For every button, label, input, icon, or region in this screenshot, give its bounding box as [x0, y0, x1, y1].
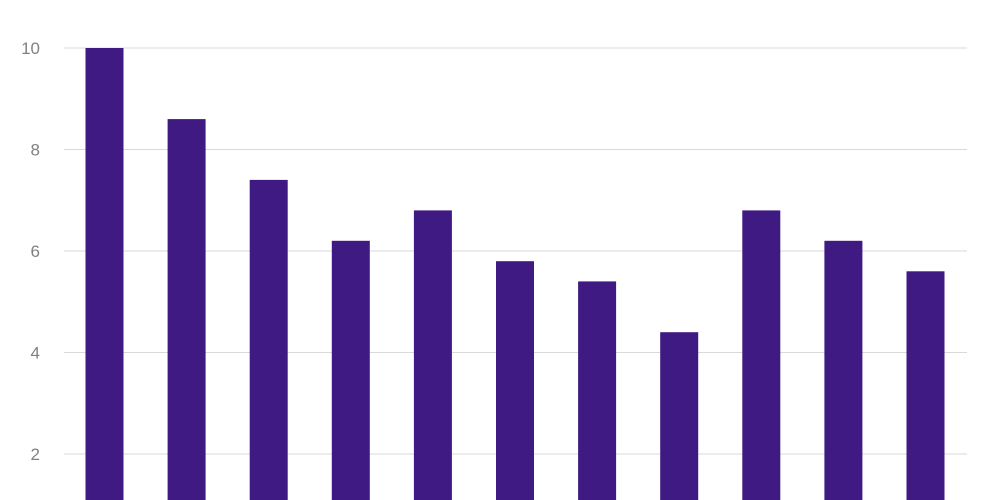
- gridlines: [64, 47, 967, 455]
- y-tick-label-10: 10: [21, 39, 40, 58]
- bar-4: [331, 240, 370, 500]
- bar-5: [413, 210, 452, 500]
- bar-7: [578, 281, 617, 500]
- bar-8: [660, 332, 699, 500]
- y-tick-label-8: 8: [31, 141, 40, 160]
- bar-1: [85, 48, 124, 500]
- y-tick-label-2: 2: [31, 445, 40, 464]
- bar-6: [496, 261, 534, 500]
- bar-10: [824, 240, 863, 500]
- bar-2: [167, 119, 206, 500]
- bar-9: [742, 210, 781, 500]
- bars: [85, 48, 945, 500]
- y-tick-label-4: 4: [31, 344, 40, 363]
- y-tick-label-6: 6: [31, 242, 40, 261]
- bar-3: [249, 179, 288, 500]
- y-axis-tick-labels: 2 4 6 8 10: [21, 39, 40, 464]
- bar-11: [906, 271, 945, 500]
